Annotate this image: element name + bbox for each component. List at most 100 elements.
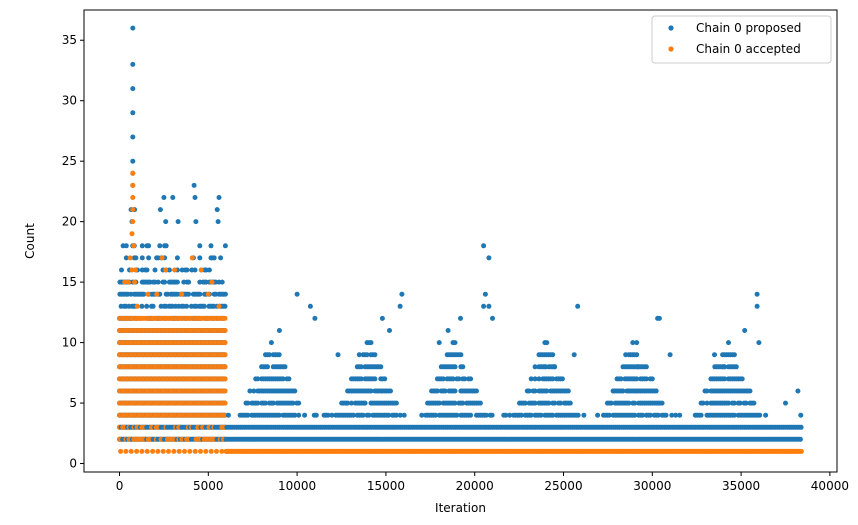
point-proposed xyxy=(468,376,474,382)
point-proposed xyxy=(163,219,169,225)
point-proposed xyxy=(265,364,270,370)
point-proposed xyxy=(663,412,669,418)
point-proposed xyxy=(144,303,150,309)
point-proposed xyxy=(544,340,550,346)
point-proposed xyxy=(489,412,495,418)
point-proposed xyxy=(276,412,282,418)
point-proposed xyxy=(294,291,300,297)
point-accepted xyxy=(127,255,133,261)
point-accepted xyxy=(163,267,169,273)
legend-label: Chain 0 accepted xyxy=(696,42,801,56)
point-proposed xyxy=(503,412,509,418)
y-tick-label: 5 xyxy=(69,396,77,410)
point-proposed xyxy=(358,364,364,370)
point-proposed xyxy=(797,436,803,442)
point-accepted xyxy=(155,448,161,454)
point-proposed xyxy=(216,195,222,200)
point-accepted xyxy=(150,448,156,454)
point-proposed xyxy=(481,243,487,249)
point-proposed xyxy=(290,400,296,406)
point-proposed xyxy=(206,267,212,273)
point-proposed xyxy=(163,243,169,249)
point-proposed xyxy=(481,303,487,309)
point-proposed xyxy=(191,182,197,188)
point-proposed xyxy=(245,400,251,406)
point-proposed xyxy=(222,291,228,297)
point-proposed xyxy=(139,255,145,261)
point-proposed xyxy=(292,388,298,394)
point-proposed xyxy=(245,412,251,418)
point-proposed xyxy=(552,400,558,406)
y-tick-label: 30 xyxy=(62,94,77,108)
point-accepted xyxy=(131,243,137,249)
point-proposed xyxy=(712,352,717,358)
point-proposed xyxy=(452,340,458,346)
point-proposed xyxy=(349,400,354,406)
point-proposed xyxy=(739,376,745,382)
point-proposed xyxy=(144,267,150,273)
point-accepted xyxy=(172,267,178,273)
point-proposed xyxy=(325,412,331,418)
x-tick-label: 30000 xyxy=(633,479,671,493)
legend-marker xyxy=(668,46,674,52)
point-accepted xyxy=(134,448,140,454)
point-proposed xyxy=(486,303,492,309)
point-proposed xyxy=(483,412,489,418)
point-proposed xyxy=(571,352,577,358)
point-proposed xyxy=(382,376,388,382)
point-proposed xyxy=(197,255,203,261)
y-axis-ticks: 0 5 10 15 20 25 30 35 xyxy=(62,33,84,471)
point-proposed xyxy=(155,279,161,285)
point-proposed xyxy=(532,388,538,394)
point-proposed xyxy=(450,376,456,382)
point-proposed xyxy=(649,376,655,382)
point-proposed xyxy=(372,352,378,358)
point-proposed xyxy=(436,400,442,406)
point-proposed xyxy=(559,376,565,382)
point-proposed xyxy=(368,340,374,346)
point-proposed xyxy=(544,388,550,394)
point-accepted xyxy=(219,448,225,454)
point-accepted xyxy=(139,448,145,454)
point-proposed xyxy=(345,400,351,406)
point-proposed xyxy=(490,315,495,321)
point-proposed xyxy=(251,388,257,394)
point-proposed xyxy=(192,267,198,273)
point-proposed xyxy=(550,376,556,382)
point-proposed xyxy=(528,412,534,418)
point-accepted xyxy=(130,219,136,225)
point-accepted xyxy=(179,291,185,297)
point-proposed xyxy=(397,303,403,309)
point-accepted xyxy=(198,448,203,454)
point-proposed xyxy=(157,243,163,249)
point-accepted xyxy=(192,448,198,454)
point-proposed xyxy=(307,303,313,309)
point-accepted xyxy=(128,448,134,454)
point-proposed xyxy=(742,328,748,333)
point-proposed xyxy=(419,412,425,418)
point-proposed xyxy=(763,412,769,418)
point-proposed xyxy=(482,291,488,297)
point-proposed xyxy=(372,376,378,382)
point-proposed xyxy=(146,255,152,261)
point-proposed xyxy=(263,400,268,406)
point-accepted xyxy=(222,388,228,394)
point-accepted xyxy=(125,279,131,285)
point-proposed xyxy=(222,243,228,249)
point-proposed xyxy=(518,412,524,418)
point-proposed xyxy=(378,364,384,370)
y-tick-label: 20 xyxy=(62,215,77,229)
point-accepted xyxy=(182,448,187,454)
point-proposed xyxy=(532,400,538,406)
point-proposed xyxy=(166,267,172,273)
point-proposed xyxy=(399,291,405,297)
point-accepted xyxy=(209,279,215,285)
point-accepted xyxy=(130,195,136,200)
point-proposed xyxy=(456,376,462,382)
point-proposed xyxy=(266,352,272,358)
point-proposed xyxy=(486,255,492,261)
point-proposed xyxy=(130,134,136,140)
y-tick-label: 25 xyxy=(62,154,77,168)
point-proposed xyxy=(313,412,319,418)
